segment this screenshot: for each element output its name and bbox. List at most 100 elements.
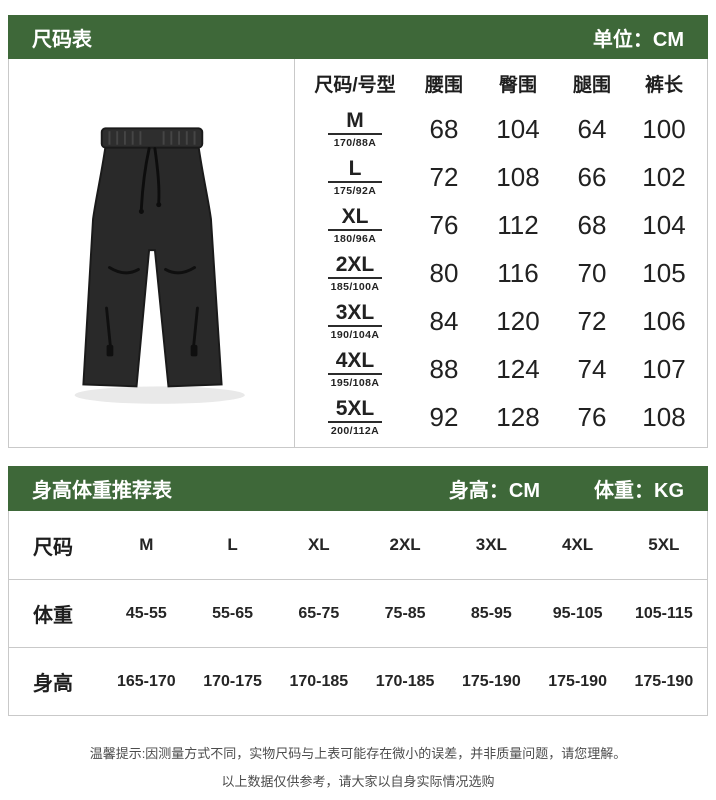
reco-table: 尺码 M L XL 2XL 3XL 4XL 5XL 体重 45-55 55-65…	[8, 511, 708, 716]
size-spec: 190/104A	[330, 329, 380, 341]
length-value: 104	[642, 209, 686, 240]
length-value: 100	[642, 113, 686, 144]
size-chart-title: 尺码表	[32, 28, 92, 51]
reco-row-weight: 体重 45-55 55-65 65-75 75-85 85-95 95-105 …	[9, 579, 707, 647]
weight-range: 55-65	[212, 604, 254, 622]
height-unit-label: 身高：CM	[448, 480, 540, 502]
reco-row-size: 尺码 M L XL 2XL 3XL 4XL 5XL	[9, 511, 707, 579]
unit-label: 单位：CM	[592, 28, 684, 51]
reco-units: 身高：CM 体重：KG	[449, 474, 684, 503]
size-cell: XL 180/96A	[328, 205, 382, 245]
size-cell: 5XL 200/112A	[328, 397, 382, 437]
weight-range: 105-115	[634, 604, 693, 622]
size-letter: 4XL	[328, 349, 382, 375]
size-letter: M	[328, 109, 382, 135]
size-letter: XL	[328, 205, 382, 231]
col-waist: 腰围	[424, 74, 463, 96]
height-range: 175-190	[634, 672, 694, 690]
waist-value: 80	[429, 257, 459, 288]
size-cell: 3XL 190/104A	[328, 301, 382, 341]
row-label: 体重	[33, 605, 73, 627]
weight-range: 85-95	[470, 604, 512, 622]
waist-value: 84	[429, 305, 459, 336]
height-range: 170-185	[289, 672, 349, 690]
size-cell: L 175/92A	[328, 157, 382, 197]
size-value: 4XL	[562, 535, 594, 554]
length-value: 107	[642, 353, 686, 384]
size-cell: M 170/88A	[328, 109, 382, 149]
weight-range: 75-85	[384, 604, 426, 622]
pants-icon	[74, 127, 245, 404]
waist-value: 72	[429, 161, 459, 192]
leg-value: 68	[577, 209, 607, 240]
size-value: 2XL	[389, 535, 421, 554]
waist-value: 68	[429, 113, 459, 144]
height-range: 170-175	[203, 672, 262, 690]
col-length: 裤长	[644, 74, 683, 96]
length-value: 106	[642, 305, 686, 336]
table-row: XL 180/96A 76 112 68 104	[301, 201, 701, 249]
leg-value: 70	[577, 257, 607, 288]
waist-value: 76	[429, 209, 459, 240]
col-hip: 臀围	[498, 74, 537, 96]
col-size-type: 尺码/号型	[314, 74, 396, 96]
size-table-header-row: 尺码/号型 腰围 臀围 腿围 裤长	[301, 61, 701, 105]
table-row: 4XL 195/108A 88 124 74 107	[301, 345, 701, 393]
size-table: 尺码/号型 腰围 臀围 腿围 裤长 M 170/88A 68 104 64 10…	[294, 59, 707, 447]
footer-line-2: 以上数据仅供参考，请大家以自身实际情况选购	[221, 774, 495, 789]
size-value: M	[139, 535, 154, 554]
table-row: 2XL 185/100A 80 116 70 105	[301, 249, 701, 297]
length-value: 102	[642, 161, 686, 192]
col-leg: 腿围	[572, 74, 611, 96]
reco-row-height: 身高 165-170 170-175 170-185 170-185 175-1…	[9, 647, 707, 715]
waist-value: 88	[429, 353, 459, 384]
hip-value: 116	[497, 257, 539, 288]
size-letter: 3XL	[328, 301, 382, 327]
leg-value: 66	[577, 161, 607, 192]
size-spec: 180/96A	[333, 233, 377, 245]
size-letter: 5XL	[328, 397, 382, 423]
table-row: M 170/88A 68 104 64 100	[301, 105, 701, 153]
length-value: 108	[642, 401, 686, 432]
weight-unit-label: 体重：KG	[594, 480, 684, 502]
weight-range: 95-105	[552, 604, 603, 622]
product-image	[9, 59, 294, 447]
height-range: 170-185	[375, 672, 435, 690]
table-row: L 175/92A 72 108 66 102	[301, 153, 701, 201]
table-row: 3XL 190/104A 84 120 72 106	[301, 297, 701, 345]
height-range: 175-190	[548, 672, 607, 690]
size-cell: 2XL 185/100A	[328, 253, 382, 293]
hip-value: 120	[496, 305, 540, 336]
reco-header: 身高体重推荐表 身高：CM 体重：KG	[8, 466, 708, 511]
size-letter: L	[328, 157, 382, 183]
size-spec: 185/100A	[330, 281, 380, 293]
height-range: 175-190	[462, 672, 521, 690]
footer-line-1: 温馨提示:因测量方式不同，实物尺码与上表可能存在微小的误差，并非质量问题，请您理…	[89, 746, 627, 761]
waist-value: 92	[429, 401, 459, 432]
weight-range: 65-75	[298, 604, 340, 622]
leg-value: 74	[577, 353, 607, 384]
size-value: 3XL	[475, 535, 507, 554]
leg-value: 72	[577, 305, 607, 336]
reco-title: 身高体重推荐表	[32, 480, 172, 502]
size-value: XL	[307, 535, 330, 554]
hip-value: 128	[496, 401, 540, 432]
leg-value: 64	[577, 113, 607, 144]
size-spec: 175/92A	[333, 185, 377, 197]
size-spec: 200/112A	[330, 425, 380, 437]
size-value: L	[227, 535, 238, 554]
size-cell: 4XL 195/108A	[328, 349, 382, 389]
row-label: 尺码	[33, 536, 73, 559]
hip-value: 112	[497, 209, 539, 240]
leg-value: 76	[577, 401, 607, 432]
row-label: 身高	[33, 673, 73, 695]
weight-range: 45-55	[125, 604, 167, 622]
footer-note: 温馨提示:因测量方式不同，实物尺码与上表可能存在微小的误差，并非质量问题，请您理…	[8, 740, 708, 796]
height-range: 165-170	[116, 672, 176, 690]
hip-value: 124	[496, 353, 540, 384]
size-spec: 195/108A	[330, 377, 380, 389]
hip-value: 108	[496, 161, 540, 192]
size-letter: 2XL	[328, 253, 382, 279]
size-chart-body: 尺码/号型 腰围 臀围 腿围 裤长 M 170/88A 68 104 64 10…	[8, 59, 708, 448]
